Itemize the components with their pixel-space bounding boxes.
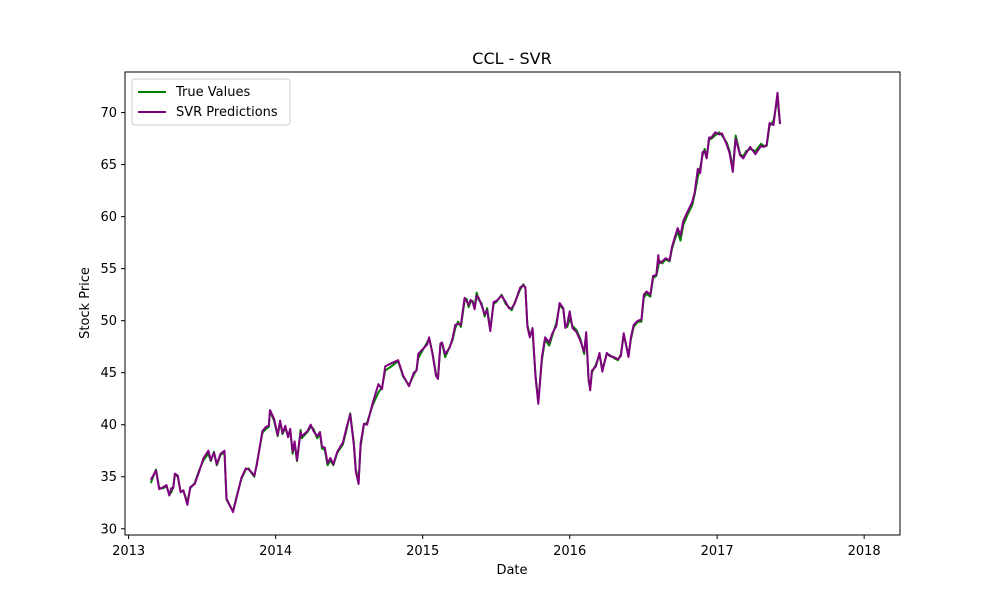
x-tick-label: 2014 bbox=[259, 544, 292, 559]
x-tick-label: 2018 bbox=[848, 544, 881, 559]
chart-title: CCL - SVR bbox=[472, 49, 551, 68]
x-axis-title: Date bbox=[496, 563, 527, 578]
x-tick-label: 2015 bbox=[406, 544, 439, 559]
y-tick-label: 45 bbox=[100, 366, 117, 381]
legend-box bbox=[131, 78, 291, 126]
x-axis-ticks: 2013 2014 2015 2016 2017 2018 bbox=[112, 535, 881, 559]
y-tick-label: 35 bbox=[100, 470, 117, 485]
plot-frame bbox=[124, 71, 901, 536]
y-tick-label: 55 bbox=[100, 262, 117, 277]
y-tick-label: 30 bbox=[100, 522, 117, 537]
x-tick-label: 2013 bbox=[112, 544, 145, 559]
legend-label-true-values: True Values bbox=[175, 85, 250, 100]
y-tick-label: 40 bbox=[100, 418, 117, 433]
plot-lines bbox=[149, 91, 781, 514]
y-tick-label: 60 bbox=[100, 210, 117, 225]
x-tick-label: 2017 bbox=[701, 544, 734, 559]
x-tick-label: 2016 bbox=[553, 544, 586, 559]
y-tick-label: 70 bbox=[100, 106, 117, 121]
legend-label-svr-predictions: SVR Predictions bbox=[176, 105, 278, 120]
y-tick-label: 65 bbox=[100, 158, 117, 173]
y-axis-title: Stock Price bbox=[78, 267, 93, 339]
y-axis-ticks: 30 35 40 45 50 55 60 65 70 bbox=[100, 106, 125, 537]
legend: True Values SVR Predictions bbox=[131, 78, 291, 126]
y-tick-label: 50 bbox=[100, 314, 117, 329]
svr-predictions-line bbox=[149, 91, 781, 514]
